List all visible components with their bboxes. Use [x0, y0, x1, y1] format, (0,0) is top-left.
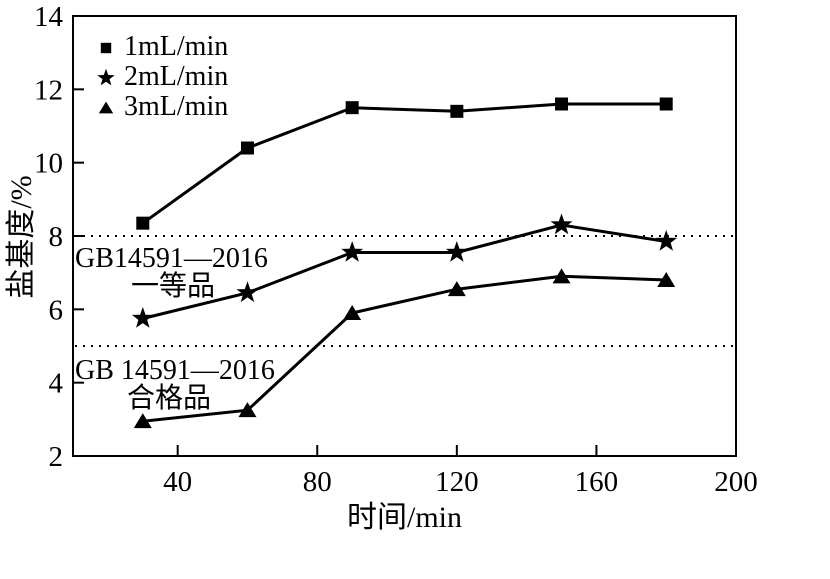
x-tick-label: 80	[303, 466, 332, 498]
y-tick-label: 14	[34, 1, 64, 33]
star-marker	[655, 230, 678, 251]
star-marker	[97, 68, 115, 86]
triangle-marker	[447, 281, 466, 297]
square-marker	[345, 101, 359, 115]
legend-item-1ml: 1mL/min	[86, 32, 228, 62]
star-marker	[131, 307, 154, 328]
x-tick-label: 160	[575, 466, 619, 498]
x-axis-title: 时间/min	[346, 501, 462, 534]
x-ticks	[176, 445, 737, 455]
triangle-marker-icon	[98, 101, 114, 114]
x-tick-label: 200	[714, 466, 758, 498]
square-marker	[659, 97, 673, 111]
y-axis-title: 盐基度/%	[5, 175, 38, 299]
y-tick-label: 6	[49, 294, 64, 326]
star-marker-icon	[97, 68, 115, 86]
grade-text: 合格品	[127, 383, 212, 414]
legend: 1mL/min 2mL/min 3mL/min	[86, 32, 228, 122]
plot-frame	[72, 15, 737, 457]
y-tick-labels: 2 4 6 8 10 12 14	[34, 1, 64, 473]
y-tick-label: 12	[34, 74, 63, 106]
triangle-marker	[133, 413, 152, 429]
triangle-marker	[552, 268, 571, 284]
x-tick-labels: 40 80 120 160 200	[163, 466, 758, 498]
triangle-marker	[657, 272, 676, 287]
series-line	[141, 102, 667, 225]
standard-code-text: GB 14591—2016	[75, 355, 275, 386]
square-marker	[136, 216, 150, 230]
reference-annotation-qualified: GB 14591—2016 合格品	[75, 357, 275, 413]
legend-label: 1mL/min	[124, 31, 229, 62]
square-marker	[555, 97, 569, 111]
series-2ml-min	[131, 213, 678, 328]
square-marker	[100, 42, 112, 54]
star-marker	[236, 281, 259, 303]
square-marker	[450, 104, 464, 118]
standard-code-text: GB14591—2016	[75, 243, 268, 274]
square-marker-icon	[100, 42, 112, 54]
grade-text: 一等品	[131, 271, 216, 302]
star-marker	[341, 241, 364, 262]
series-3ml-min	[133, 268, 676, 429]
triangle-marker	[98, 101, 114, 114]
x-tick-label: 120	[435, 466, 479, 498]
series-1ml-min	[136, 97, 673, 230]
y-tick-label: 2	[49, 441, 64, 473]
star-marker	[550, 213, 573, 235]
legend-label: 3mL/min	[124, 91, 229, 122]
y-tick-label: 10	[34, 148, 63, 180]
series-line	[142, 274, 667, 423]
legend-item-3ml: 3mL/min	[86, 92, 228, 122]
y-tick-label: 8	[49, 221, 64, 253]
x-tick-label: 40	[163, 466, 192, 498]
y-tick-label: 4	[49, 368, 64, 400]
square-marker	[240, 141, 254, 155]
legend-label: 2mL/min	[124, 61, 229, 92]
star-marker	[445, 241, 468, 262]
reference-annotation-first-grade: GB14591—2016 一等品	[75, 245, 268, 301]
triangle-marker	[343, 305, 362, 320]
legend-item-2ml: 2mL/min	[86, 62, 228, 92]
series-line	[142, 223, 667, 320]
triangle-marker	[238, 402, 257, 418]
